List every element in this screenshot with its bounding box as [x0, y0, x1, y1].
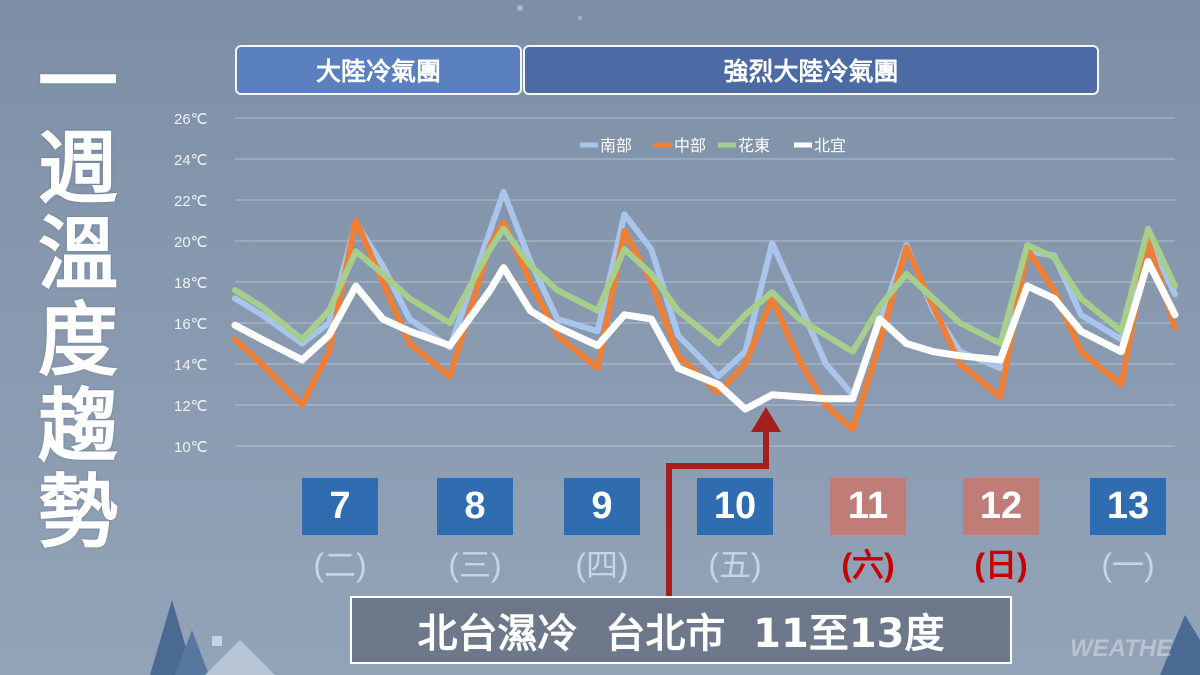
y-tick-label: 20℃ — [174, 234, 208, 251]
legend: 南部 中部 花東 北宜 — [580, 136, 846, 155]
legend-label: 花東 — [738, 136, 770, 155]
series-lines — [231, 188, 1179, 433]
tree-shape — [1160, 615, 1200, 675]
y-tick-label: 16℃ — [174, 316, 208, 333]
title-char: 勢 — [38, 466, 118, 559]
weekday-label: (二) — [313, 547, 367, 583]
y-tick-label: 14℃ — [174, 357, 208, 374]
series-line-east — [232, 225, 1178, 355]
weekday-label: (三) — [448, 547, 502, 583]
title-char: 溫 — [38, 208, 118, 301]
day-box-9: 9 — [564, 478, 640, 535]
day-box-8: 8 — [437, 478, 513, 535]
weekday-label: (四) — [575, 547, 629, 583]
y-tick-label: 12℃ — [174, 398, 208, 415]
weekday-label: (一) — [1101, 547, 1155, 583]
weekday-label: (五) — [708, 547, 762, 583]
band-strong-cold-air-mass: 強烈大陸冷氣團 — [523, 45, 1099, 95]
arrow-head — [751, 407, 781, 432]
legend-label: 北宜 — [814, 136, 846, 155]
legend-label: 中部 — [674, 136, 706, 155]
y-axis-ticks: 10℃ 12℃ 14℃ 16℃ 18℃ 20℃ 22℃ 24℃ 26℃ — [174, 111, 208, 456]
house-chimney-shape — [212, 636, 222, 646]
y-tick-label: 24℃ — [174, 152, 208, 169]
day-box-7: 7 — [302, 478, 378, 535]
weekday-label: (六) — [841, 547, 895, 583]
vertical-title: 一 週 溫 度 趨 勢 — [28, 40, 128, 556]
weekday-label: (日) — [974, 547, 1028, 583]
arrow-shaft — [666, 428, 769, 598]
house-roof-shape — [205, 640, 275, 675]
day-box-11: 11 — [830, 478, 906, 535]
y-tick-label: 18℃ — [174, 275, 208, 292]
callout-box: 北台濕冷 台北市 11至13度 — [350, 596, 1012, 664]
snowflake-shape — [578, 16, 582, 20]
winter-decoration — [150, 5, 1200, 675]
y-tick-label: 22℃ — [174, 193, 208, 210]
watermark: WEATHE — [1070, 635, 1173, 662]
band-cold-air-mass: 大陸冷氣團 — [235, 45, 522, 95]
day-box-12: 12 — [963, 478, 1039, 535]
snowflake-shape — [517, 5, 523, 11]
title-char: 週 — [38, 122, 118, 215]
y-tick-label: 10℃ — [174, 439, 208, 456]
day-box-10: 10 — [697, 478, 773, 535]
title-char: 度 — [38, 294, 118, 387]
tree-shape — [175, 630, 209, 675]
legend-label: 南部 — [600, 136, 632, 155]
series-line-central — [232, 217, 1178, 433]
y-tick-label: 26℃ — [174, 111, 208, 128]
day-box-13: 13 — [1090, 478, 1166, 535]
series-line-north — [231, 258, 1179, 413]
callout-arrow — [666, 407, 781, 598]
title-char: 趨 — [38, 380, 118, 473]
title-char: 一 — [38, 36, 118, 129]
grid-lines — [235, 117, 1175, 447]
